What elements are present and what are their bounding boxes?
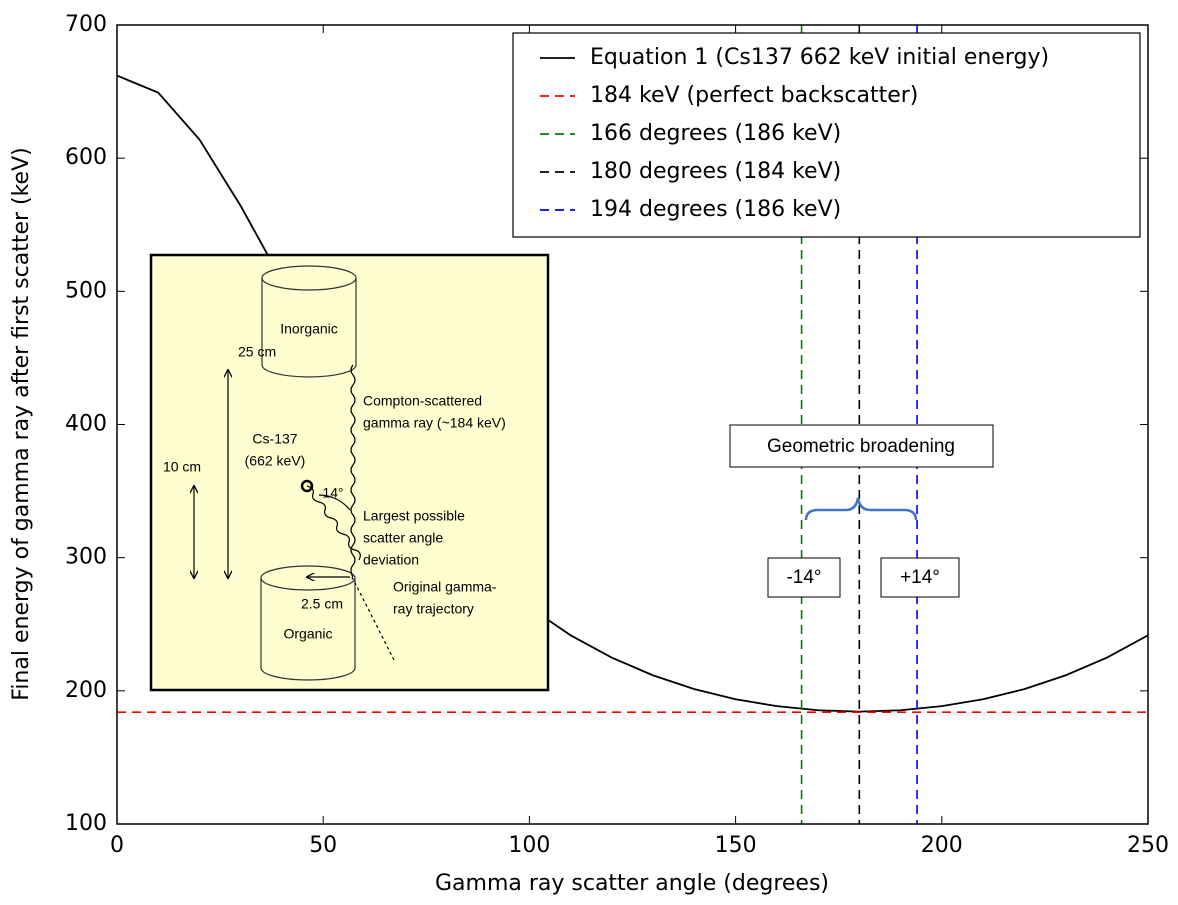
- inset-label: Largest possible: [363, 508, 465, 524]
- x-tick-label: 100: [508, 833, 550, 858]
- x-tick-label: 0: [110, 833, 124, 858]
- annotations: Geometric broadening -14° +14°: [730, 425, 993, 597]
- x-tick-label: 50: [309, 833, 337, 858]
- brace: [806, 498, 916, 520]
- legend: Equation 1 (Cs137 662 keV initial energy…: [513, 33, 1140, 237]
- inset-label: ray trajectory: [393, 601, 474, 617]
- chart: 0 50 100 150 200 250 100 200 300 400 500 600 700 Gam…: [0, 0, 1178, 905]
- x-tick-label: 150: [715, 833, 757, 858]
- y-tick-label: 500: [65, 278, 107, 303]
- legend-label: 184 keV (perfect backscatter): [590, 83, 918, 108]
- inset-label: Inorganic: [280, 321, 338, 337]
- inset-label: Compton-scattered: [363, 393, 482, 409]
- y-tick-label: 400: [65, 412, 107, 437]
- legend-label: 166 degrees (186 keV): [590, 121, 841, 146]
- inset-label: 25 cm: [238, 344, 276, 360]
- y-tick-label: 600: [65, 145, 107, 170]
- inset-label: 2.5 cm: [301, 596, 343, 612]
- x-axis-label: Gamma ray scatter angle (degrees): [435, 871, 829, 896]
- legend-label: 194 degrees (186 keV): [590, 197, 841, 222]
- x-tick-label: 250: [1127, 833, 1169, 858]
- inset-label: (662 keV): [245, 453, 306, 469]
- legend-label: Equation 1 (Cs137 662 keV initial energy…: [590, 45, 1049, 70]
- inset-label: 10 cm: [163, 459, 201, 475]
- inset-label: deviation: [363, 552, 419, 568]
- annotation: -14°: [786, 567, 821, 588]
- inset-label: Organic: [283, 626, 332, 642]
- annotation: Geometric broadening: [767, 436, 955, 457]
- y-tick-label: 100: [65, 811, 107, 836]
- inset-label: scatter angle: [363, 530, 443, 546]
- inset-label: Cs-137: [252, 431, 297, 447]
- inset-label: Original gamma-: [393, 579, 497, 595]
- y-tick-label: 700: [65, 12, 107, 37]
- y-axis-label: Final energy of gamma ray after first sc…: [9, 147, 34, 700]
- inset-label: gamma ray (~184 keV): [363, 415, 506, 431]
- annotation: +14°: [900, 567, 940, 588]
- y-tick-label: 300: [65, 545, 107, 570]
- legend-label: 180 degrees (184 keV): [590, 159, 841, 184]
- x-tick-label: 200: [921, 833, 963, 858]
- y-tick-label: 200: [65, 678, 107, 703]
- inset-frame: [151, 255, 548, 690]
- inset-label: 14°: [322, 485, 343, 501]
